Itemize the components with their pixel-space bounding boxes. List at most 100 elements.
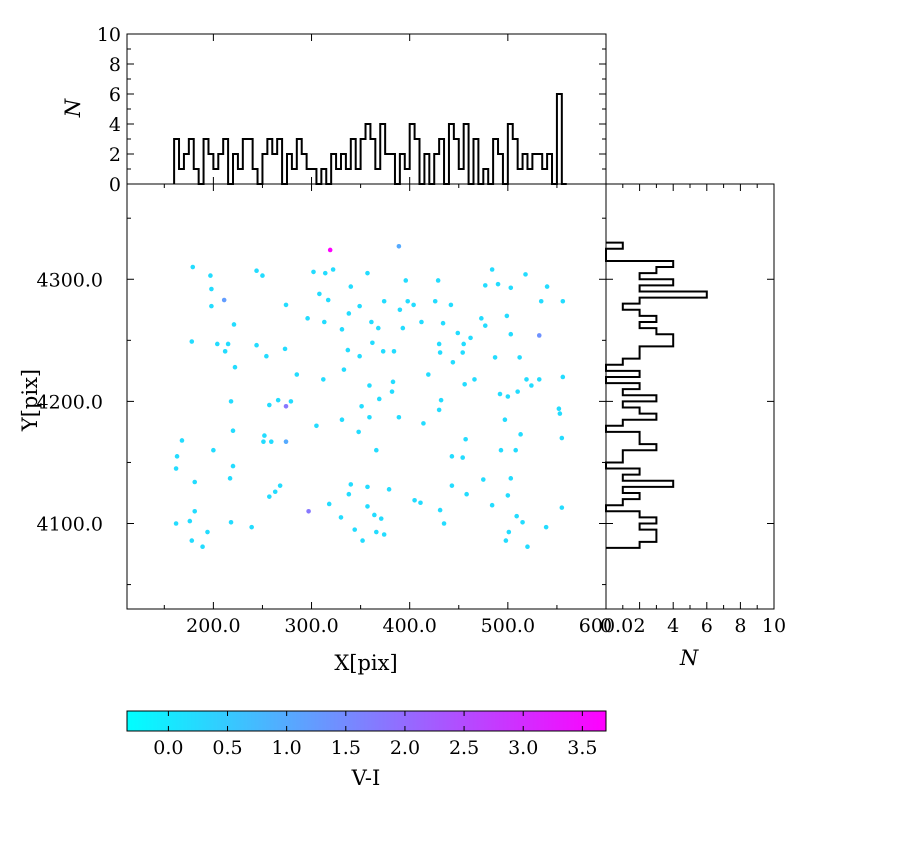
scatter-point <box>544 284 550 289</box>
scatter-point <box>189 538 195 543</box>
scatter-point <box>421 421 426 426</box>
scatter-point <box>192 479 198 485</box>
scatter-point <box>419 319 424 325</box>
scatter-point <box>268 439 274 444</box>
scatter-point <box>400 325 406 331</box>
x-histogram-steps <box>173 93 567 185</box>
scatter-point <box>317 291 322 297</box>
scatter-point <box>339 327 345 332</box>
scatter-point <box>489 502 495 508</box>
scatter-y-tick-label: 4200.0 <box>37 391 103 413</box>
scatter-point <box>314 423 319 429</box>
scatter-point <box>283 403 289 409</box>
scatter-point <box>460 455 465 460</box>
scatter-point <box>479 316 484 321</box>
colorbar-tick-label: 1.0 <box>272 737 302 759</box>
scatter-point <box>505 493 511 498</box>
scatter-point <box>525 544 530 550</box>
scatter-point <box>179 438 185 443</box>
scatter-point <box>432 298 438 304</box>
x-histogram-frame <box>126 33 607 185</box>
scatter-point <box>381 298 387 304</box>
scatter-point <box>481 477 486 482</box>
scatter-point <box>449 454 455 459</box>
scatter-point <box>498 447 504 453</box>
scatter-point <box>311 269 316 275</box>
scatter-point <box>322 270 328 276</box>
scatter-point <box>222 349 228 354</box>
scatter-point <box>518 432 523 437</box>
scatter-point <box>341 367 347 372</box>
scatter-point <box>232 364 238 370</box>
scatter-point <box>190 264 196 270</box>
scatter-point <box>221 297 227 303</box>
scatter-point <box>464 491 469 497</box>
x-histogram-tick-label: 0 <box>109 174 121 196</box>
scatter-point <box>205 529 210 535</box>
scatter-point <box>436 341 442 347</box>
y-histogram-tick-label: 2 <box>634 615 646 637</box>
scatter-y-tick-label: 4300.0 <box>37 269 103 291</box>
scatter-point <box>463 436 468 442</box>
scatter-point <box>254 342 259 348</box>
scatter-x-tick-label: 500.0 <box>481 615 535 637</box>
scatter-panel: 200.0 300.0 400.0 500.0 600.0 4100.0 4200.0 430… <box>18 183 633 675</box>
colorbar-tick-label: 0.5 <box>212 737 242 759</box>
scatter-point <box>231 322 237 327</box>
scatter-point <box>228 399 234 404</box>
scatter-point <box>374 529 379 535</box>
scatter-point <box>173 466 179 471</box>
scatter-point <box>440 320 446 326</box>
scatter-point <box>492 355 498 360</box>
scatter-point <box>536 333 542 338</box>
scatter-point <box>495 281 501 287</box>
scatter-point <box>367 383 372 388</box>
scatter-point <box>380 349 386 354</box>
scatter-point <box>556 406 562 412</box>
scatter-point <box>524 377 529 382</box>
scatter-point <box>321 319 327 325</box>
y-histogram-tick-label: 10 <box>762 615 786 637</box>
scatter-point <box>412 498 417 503</box>
x-histogram-data <box>173 93 567 185</box>
scatter-point <box>449 483 455 488</box>
scatter-point <box>294 372 300 377</box>
scatter-point <box>326 501 332 507</box>
y-histogram-steps <box>605 241 708 549</box>
scatter-point <box>338 515 344 520</box>
scatter-point <box>515 389 520 394</box>
scatter-point <box>397 307 403 313</box>
scatter-x-tick-label: 600.0 <box>579 615 633 637</box>
scatter-point <box>346 311 352 316</box>
scatter-point <box>370 340 375 346</box>
y-histogram-tick-label: 8 <box>734 615 746 637</box>
colorbar-tick-label: 3.0 <box>508 737 538 759</box>
x-histogram-ticks: 0 2 4 6 8 10 <box>97 24 607 196</box>
scatter-point <box>283 302 289 308</box>
y-histogram-panel: 0 2 4 6 8 10 N <box>600 183 786 670</box>
x-histogram-tick-label: 10 <box>97 24 121 46</box>
scatter-point <box>386 487 392 492</box>
colorbar-tick-label: 3.5 <box>567 737 597 759</box>
scatter-point <box>208 273 213 278</box>
scatter-point <box>461 341 466 347</box>
scatter-point <box>396 243 402 249</box>
x-histogram-tick-label: 6 <box>109 84 121 106</box>
scatter-point <box>345 347 351 353</box>
y-axis-label: Y[pix] <box>18 369 42 432</box>
scatter-x-tick-label: 400.0 <box>382 615 436 637</box>
scatter-point <box>502 417 508 423</box>
y-histogram-tick-label: 6 <box>701 615 713 637</box>
scatter-point <box>375 325 381 331</box>
scatter-y-tick-label: 4100.0 <box>37 514 103 536</box>
scatter-point <box>348 284 354 289</box>
scatter-point <box>174 454 180 459</box>
scatter-point <box>330 267 336 272</box>
scatter-point <box>321 377 326 382</box>
scatter-point <box>489 267 495 272</box>
scatter-point <box>482 283 488 288</box>
scatter-point <box>346 491 352 497</box>
scatter-ticks: 200.0 300.0 400.0 500.0 600.0 4100.0 4200.0 430… <box>37 184 633 637</box>
scatter-point <box>506 529 512 535</box>
colorbar-tick-label: 2.5 <box>449 737 479 759</box>
